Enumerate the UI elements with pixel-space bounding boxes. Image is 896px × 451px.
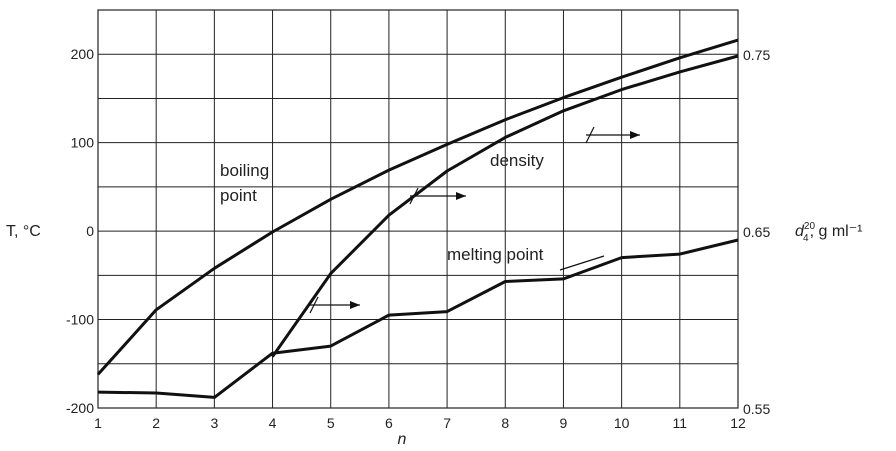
x-tick-label-10: 10 [614,415,630,431]
series-line-boiling-point [96,38,739,376]
x-axis-title: n [398,431,407,448]
x-tick-label-1: 1 [94,415,102,431]
x-tick-label-3: 3 [210,415,218,431]
annotation-melting-point: melting point [447,245,544,264]
series-line-melting-point [97,238,739,399]
x-tick-label-11: 11 [673,415,688,431]
arrow-right-3 [585,126,640,144]
annotation-boiling-point-line1: boiling [220,161,269,180]
left-tick-label--100: -100 [66,312,94,328]
x-tick-label-2: 2 [152,415,160,431]
x-tick-label-7: 7 [443,415,451,431]
arrow-right-2 [409,187,466,205]
tick-layer: 1 2 3 4 5 6 7 8 9 10 11 122001000-100-2000.750.650.… [66,46,770,431]
left-axis-title: T, °C [6,223,41,240]
right-tick-label-0.75: 0.75 [743,47,770,63]
x-tick-label-9: 9 [560,415,568,431]
melting-point-pointer [559,255,605,271]
left-tick-label--200: -200 [66,400,94,416]
x-tick-label-12: 12 [730,415,746,431]
plot-frame [97,9,739,409]
right-axis-title: d20 4, g ml⁻¹ [795,221,862,244]
left-tick-label-200: 200 [71,46,95,62]
annotation-density: density [490,151,544,170]
series-layer [96,38,739,399]
x-tick-label-4: 4 [269,415,277,431]
series-line-density [271,54,739,358]
x-tick-label-6: 6 [385,415,393,431]
right-axis-unit: , g ml⁻¹ [810,223,863,240]
x-tick-label-5: 5 [327,415,335,431]
x-tick-label-8: 8 [501,415,509,431]
right-tick-label-0.55: 0.55 [743,401,770,417]
annotation-boiling-point-line2: point [220,186,257,205]
left-tick-label-100: 100 [71,135,95,151]
right-axis-symbol: d [795,223,805,240]
right-axis-sup: 20 [804,221,816,232]
right-axis-sub: 4 [803,233,809,244]
left-tick-label-0: 0 [86,223,94,239]
right-tick-label-0.65: 0.65 [743,224,770,240]
arrow-right-1 [309,296,360,314]
